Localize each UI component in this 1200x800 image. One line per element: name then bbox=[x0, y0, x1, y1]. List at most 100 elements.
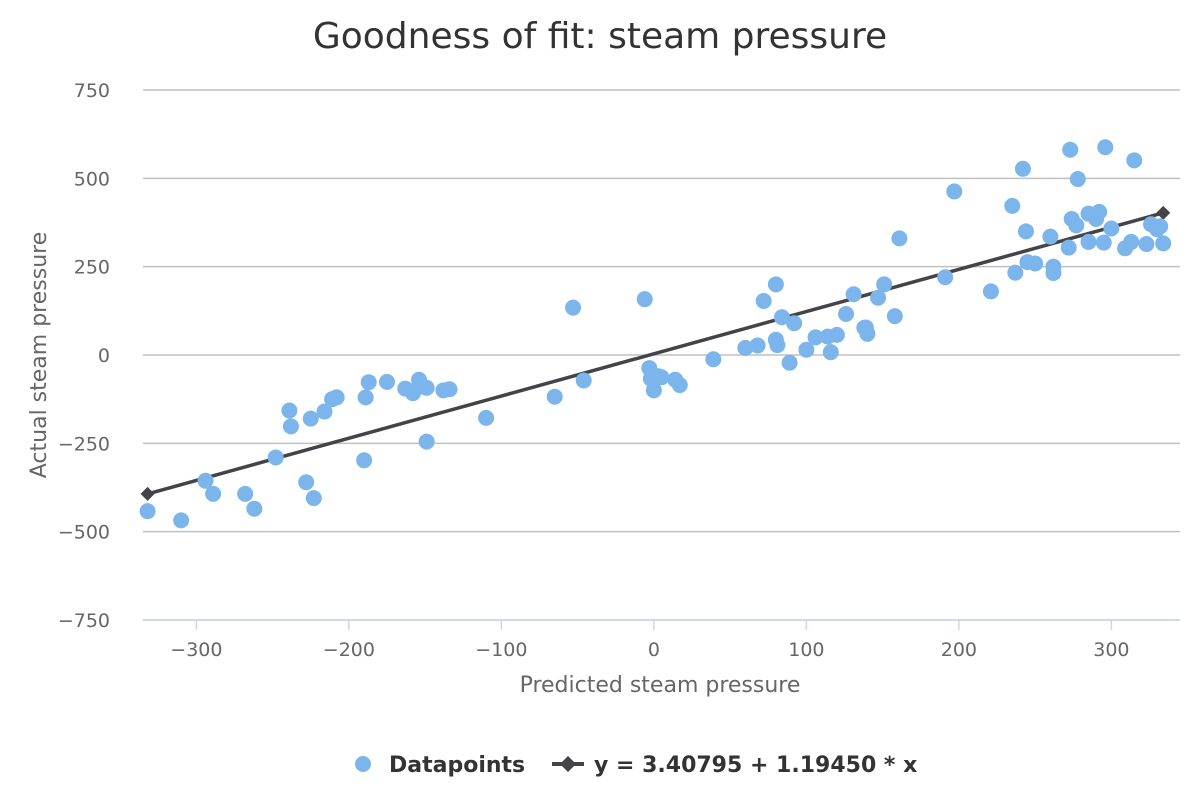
data-point[interactable] bbox=[1126, 152, 1143, 169]
legend-item-fit-line[interactable]: y = 3.40795 + 1.19450 * x bbox=[552, 753, 917, 778]
legend-datapoints-label: Datapoints bbox=[389, 753, 525, 778]
data-point[interactable] bbox=[937, 269, 954, 286]
data-point[interactable] bbox=[379, 373, 395, 390]
x-axis-title: Predicted steam pressure bbox=[520, 673, 801, 698]
data-point[interactable] bbox=[946, 183, 963, 200]
y-tick-label: 0 bbox=[98, 345, 110, 367]
data-point[interactable] bbox=[139, 503, 156, 520]
data-point[interactable] bbox=[565, 299, 582, 316]
data-point[interactable] bbox=[1080, 233, 1097, 250]
data-point[interactable] bbox=[876, 276, 893, 293]
data-point[interactable] bbox=[356, 452, 373, 469]
data-point[interactable] bbox=[1017, 223, 1034, 240]
data-point[interactable] bbox=[781, 354, 798, 371]
data-point[interactable] bbox=[982, 283, 999, 300]
y-tick-label: −750 bbox=[58, 610, 110, 632]
x-axis-tick-labels: −300 −200 −100 0 100 200 300 bbox=[170, 639, 1129, 661]
data-point[interactable] bbox=[1045, 265, 1062, 282]
data-point[interactable] bbox=[1152, 218, 1169, 235]
data-point[interactable] bbox=[1027, 255, 1044, 272]
data-point[interactable] bbox=[838, 306, 855, 323]
y-tick-label: −250 bbox=[58, 433, 110, 455]
y-axis-title: Actual steam pressure bbox=[27, 232, 52, 478]
data-point[interactable] bbox=[636, 291, 653, 308]
data-point[interactable] bbox=[870, 289, 887, 306]
data-point[interactable] bbox=[822, 344, 839, 361]
data-point[interactable] bbox=[1155, 235, 1172, 252]
data-point[interactable] bbox=[237, 485, 254, 502]
data-point[interactable] bbox=[1069, 171, 1086, 188]
data-point[interactable] bbox=[645, 382, 662, 399]
data-point[interactable] bbox=[1062, 141, 1079, 158]
data-point[interactable] bbox=[767, 276, 784, 293]
data-point[interactable] bbox=[1097, 139, 1114, 156]
data-point[interactable] bbox=[749, 337, 766, 354]
x-tick-label: 300 bbox=[1093, 639, 1129, 661]
data-point[interactable] bbox=[1123, 233, 1140, 250]
data-point[interactable] bbox=[769, 337, 786, 354]
data-point[interactable] bbox=[418, 379, 435, 396]
fit-line-endpoint-marker[interactable] bbox=[1156, 205, 1171, 220]
data-point[interactable] bbox=[1091, 203, 1108, 220]
data-point[interactable] bbox=[845, 286, 862, 303]
data-point[interactable] bbox=[267, 449, 284, 466]
data-point[interactable] bbox=[575, 372, 592, 389]
data-point[interactable] bbox=[755, 292, 772, 309]
data-point[interactable] bbox=[441, 381, 458, 398]
x-tick-label: −100 bbox=[475, 639, 527, 661]
fit-line-endpoint-marker[interactable] bbox=[140, 486, 155, 501]
data-point[interactable] bbox=[197, 472, 214, 489]
data-point[interactable] bbox=[886, 308, 903, 325]
data-point[interactable] bbox=[705, 351, 722, 368]
data-point[interactable] bbox=[798, 341, 815, 358]
data-point[interactable] bbox=[478, 409, 495, 426]
data-point[interactable] bbox=[1014, 160, 1031, 177]
data-point[interactable] bbox=[1068, 217, 1085, 234]
data-point[interactable] bbox=[546, 388, 563, 405]
data-point[interactable] bbox=[786, 315, 803, 332]
legend-fit-diamond-icon bbox=[560, 756, 576, 772]
data-point[interactable] bbox=[1004, 197, 1021, 214]
data-point[interactable] bbox=[1042, 228, 1059, 245]
data-point[interactable] bbox=[1095, 234, 1112, 251]
data-point[interactable] bbox=[1138, 236, 1155, 253]
x-tick-label: −300 bbox=[170, 639, 222, 661]
data-point[interactable] bbox=[205, 485, 222, 502]
data-point[interactable] bbox=[302, 410, 319, 427]
data-point[interactable] bbox=[1007, 264, 1024, 281]
data-point[interactable] bbox=[1060, 239, 1077, 256]
data-point[interactable] bbox=[305, 490, 322, 507]
y-tick-label: 750 bbox=[74, 80, 110, 102]
data-point[interactable] bbox=[807, 329, 824, 346]
legend-datapoints-marker-icon bbox=[355, 756, 371, 772]
data-point[interactable] bbox=[1103, 220, 1120, 237]
legend: Datapoints y = 3.40795 + 1.19450 * x bbox=[355, 753, 917, 778]
y-tick-label: 500 bbox=[74, 168, 110, 190]
chart-title: Goodness of fit: steam pressure bbox=[313, 16, 887, 57]
data-point[interactable] bbox=[316, 403, 333, 420]
data-point[interactable] bbox=[737, 339, 754, 356]
data-point[interactable] bbox=[671, 377, 688, 394]
data-point[interactable] bbox=[281, 402, 298, 419]
legend-item-datapoints[interactable]: Datapoints bbox=[355, 753, 525, 778]
x-axis bbox=[143, 619, 1180, 630]
grid-lines bbox=[143, 89, 1180, 621]
data-point[interactable] bbox=[246, 500, 263, 517]
data-point[interactable] bbox=[173, 512, 190, 529]
data-point[interactable] bbox=[360, 374, 377, 391]
data-point[interactable] bbox=[859, 325, 876, 342]
data-point[interactable] bbox=[298, 474, 315, 491]
data-point[interactable] bbox=[357, 389, 374, 406]
data-point[interactable] bbox=[891, 230, 908, 247]
data-point[interactable] bbox=[282, 418, 299, 435]
data-point[interactable] bbox=[828, 326, 845, 343]
data-point[interactable] bbox=[328, 389, 345, 406]
data-point[interactable] bbox=[653, 369, 670, 386]
y-axis-tick-labels: −750 −500 −250 0 250 500 750 bbox=[58, 80, 110, 632]
fit-line bbox=[147, 211, 1164, 496]
x-tick-label: 100 bbox=[788, 639, 824, 661]
data-point[interactable] bbox=[773, 309, 790, 326]
data-point[interactable] bbox=[418, 433, 435, 450]
series-fit-line bbox=[140, 205, 1171, 501]
